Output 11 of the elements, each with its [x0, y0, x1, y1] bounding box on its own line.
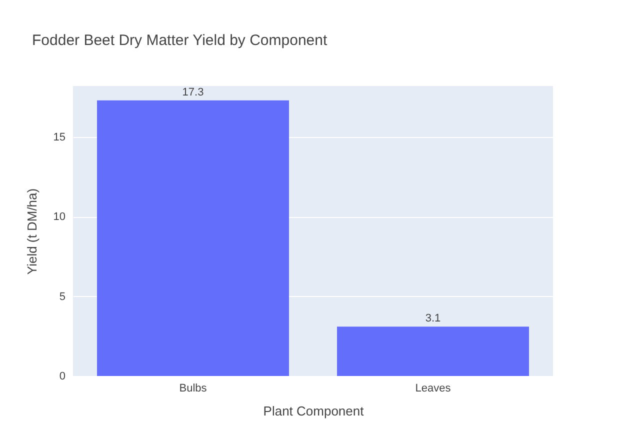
chart-title: Fodder Beet Dry Matter Yield by Component — [32, 32, 328, 49]
y-tick-label: 10 — [53, 211, 66, 224]
y-tick-label: 5 — [59, 290, 66, 303]
x-tick-label: Bulbs — [179, 382, 208, 394]
y-axis-title: Yield (t DM/ha) — [24, 188, 40, 275]
x-axis-title: Plant Component — [263, 404, 364, 418]
x-tick-label: Leaves — [415, 382, 452, 394]
y-tick-label: 0 — [59, 370, 66, 382]
data-label: 3.1 — [425, 312, 441, 325]
data-label: 17.3 — [182, 86, 204, 98]
y-tick-label: 15 — [53, 131, 66, 144]
